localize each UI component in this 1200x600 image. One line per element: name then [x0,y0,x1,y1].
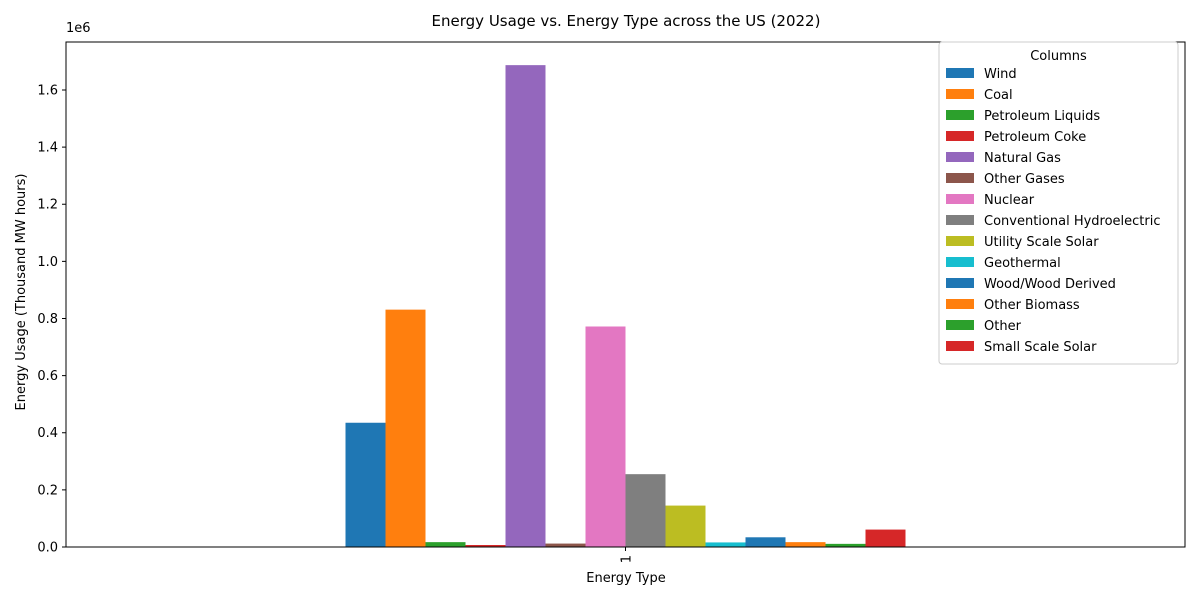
legend-swatch [946,215,974,225]
axes-group: 0.0 0.2 0.4 0.6 0.8 1.0 1.2 1.4 1.6 1 [37,41,1186,563]
legend-swatch [946,152,974,162]
bar-utility-scale-solar [665,505,706,547]
legend-entry: Small Scale Solar [984,340,1097,355]
bar-petroleum-coke [465,545,506,547]
bar-other [825,543,866,547]
legend-swatch [946,131,974,141]
bar-wind [345,422,386,547]
legend-swatch [946,89,974,99]
bar-other-gases [545,543,586,547]
legend: Columns Wind Coal Petroleum Liquids Petroleu… [938,41,1179,365]
legend-entry: Other Gases [984,172,1065,187]
x-tick-label: 1 [620,555,635,563]
bar-other-biomass [785,542,826,547]
legend-entry: Petroleum Coke [984,130,1086,145]
bar-conventional-hydroelectric [625,474,666,547]
legend-swatch [946,299,974,309]
y-tick-label: 1.2 [37,198,58,213]
y-tick-label: 0.8 [37,312,58,327]
legend-swatch [946,257,974,267]
legend-entry: Other [984,319,1022,334]
y-tick-label: 1.0 [37,255,58,270]
legend-swatch [946,278,974,288]
bar-natural-gas [505,65,546,547]
legend-entry: Utility Scale Solar [984,235,1099,250]
legend-swatch [946,194,974,204]
bars-group [345,65,906,547]
legend-entry: Petroleum Liquids [984,109,1100,124]
y-tick-label: 1.6 [37,83,58,98]
legend-swatch [946,110,974,120]
legend-entry: Wind [984,67,1017,82]
legend-entry: Nuclear [984,193,1035,208]
bar-small-scale-solar [865,529,906,547]
chart-title: Energy Usage vs. Energy Type across the … [432,12,821,30]
legend-entry: Natural Gas [984,151,1061,166]
bar-geothermal [705,542,746,547]
y-tick-label: 0.4 [37,426,58,441]
legend-swatch [946,68,974,78]
y-tick-label: 0.6 [37,369,58,384]
y-tick-label: 1.4 [37,141,58,156]
legend-title: Columns [1030,49,1087,64]
y-tick-label: 0.0 [37,541,58,556]
y-multiplier-label: 1e6 [66,21,91,36]
legend-swatch [946,236,974,246]
legend-swatch [946,320,974,330]
legend-entry: Coal [984,88,1013,103]
legend-swatch [946,341,974,351]
legend-entry: Wood/Wood Derived [984,277,1116,292]
bar-petroleum-liquids [425,542,466,547]
y-axis-label: Energy Usage (Thousand MW hours) [14,174,29,411]
bar-wood-wood-derived [745,537,786,547]
x-axis-label: Energy Type [586,571,666,586]
bar-nuclear [585,326,626,547]
legend-entry: Other Biomass [984,298,1080,313]
legend-box [938,41,1179,365]
legend-swatch [946,173,974,183]
y-tick-label: 0.2 [37,483,58,498]
legend-entry: Conventional Hydroelectric [984,214,1161,229]
legend-entry: Geothermal [984,256,1061,271]
bar-coal [385,309,426,547]
